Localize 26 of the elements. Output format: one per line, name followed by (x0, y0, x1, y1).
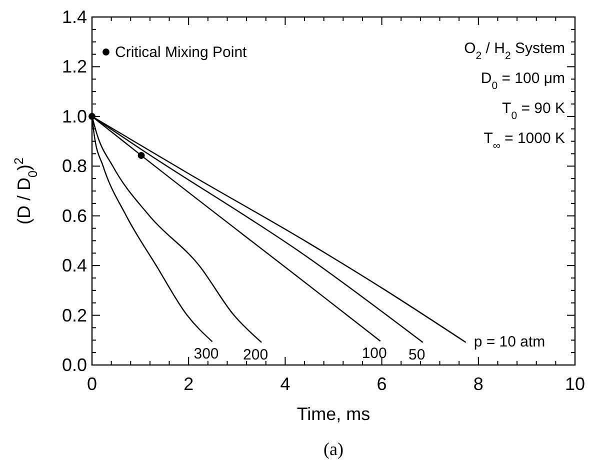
x-tick-label: 2 (184, 374, 194, 394)
text: (a) (324, 439, 344, 459)
x-axis-title: Time, ms (296, 404, 370, 424)
annotation: T$_{∞}$ = 1000 K (484, 130, 565, 152)
series-label: 200 (243, 346, 268, 364)
annotation: T$_{0}$ = 90 K (502, 100, 565, 122)
legend-label: Critical Mixing Point (115, 44, 248, 61)
x-tick-label: 8 (473, 374, 484, 394)
y-tick-label: 0.0 (62, 355, 87, 375)
x-tick-label: 4 (280, 374, 290, 394)
series-label: 100 (362, 345, 387, 362)
series-label: 50 (408, 346, 426, 364)
x-tick-label: 6 (376, 374, 387, 394)
annotation: O$_{2}$ / H$_{2}$ System (464, 40, 565, 62)
y-tick-label: 0.6 (62, 206, 87, 226)
series-label: 300 (194, 346, 219, 363)
y-tick-label: 0.8 (62, 156, 87, 176)
y-tick-label: 1.0 (62, 106, 87, 126)
annotation: D$_{0}$ = 100 μm (480, 70, 565, 92)
y-tick-label: 0.2 (62, 305, 87, 326)
series-label: p = 10 atm (474, 333, 546, 350)
x-tick-label: 10 (564, 374, 586, 394)
y-tick-label: 1.4 (62, 7, 87, 27)
y-tick-label: 0.4 (62, 256, 87, 276)
y-tick-label: 1.2 (62, 56, 87, 77)
x-tick-label: 0 (86, 374, 98, 394)
